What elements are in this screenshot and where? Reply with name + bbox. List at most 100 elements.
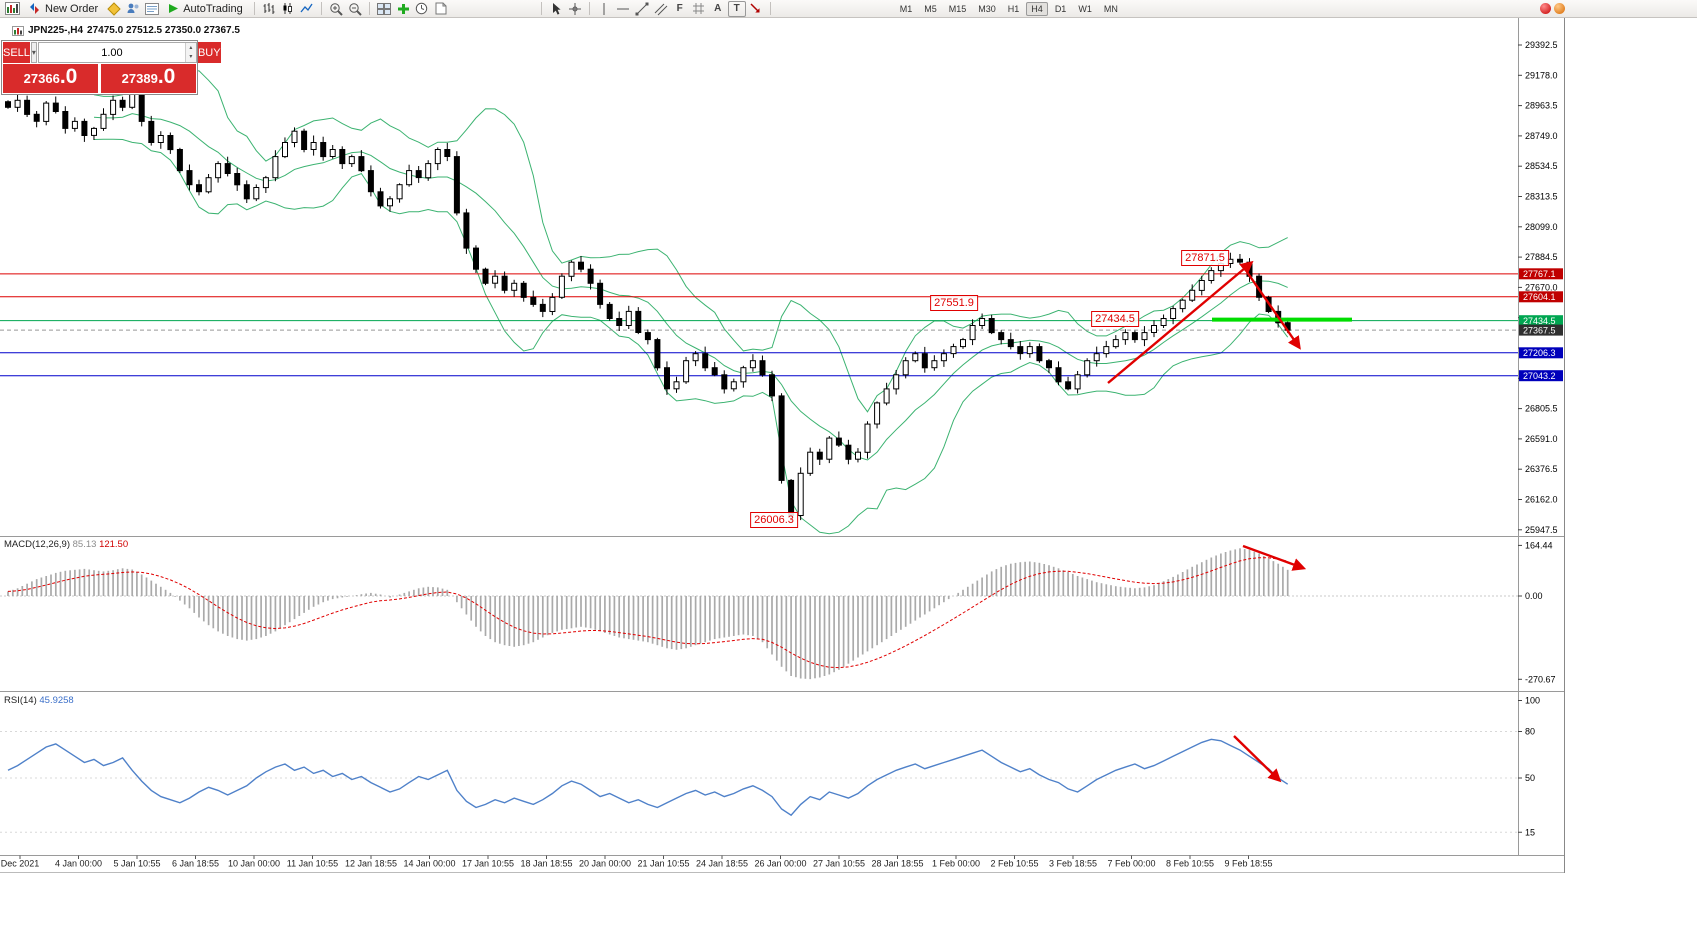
timeframe-m15[interactable]: M15	[948, 3, 967, 14]
svg-text:14 Jan 00:00: 14 Jan 00:00	[403, 859, 455, 869]
text-label-icon[interactable]: T	[727, 0, 746, 17]
toolbar-separator	[368, 2, 370, 15]
line-chart-icon[interactable]	[298, 1, 316, 17]
sell-price[interactable]: 27366.0	[3, 64, 98, 93]
bollinger-upper	[93, 70, 1288, 413]
timeframe-w1[interactable]: W1	[1078, 3, 1092, 14]
bollinger-lower	[93, 138, 1289, 535]
periods-icon[interactable]	[413, 1, 431, 17]
orange-circle-icon[interactable]	[1554, 3, 1565, 14]
horizontal-levels[interactable]	[0, 273, 1518, 377]
chart-icon	[12, 25, 24, 36]
new-order-button[interactable]: New Order	[22, 1, 104, 17]
red-circle-icon[interactable]	[1540, 3, 1551, 14]
bollinger-bands	[93, 70, 1289, 535]
price-annotation-27551[interactable]: 27551.9	[930, 295, 978, 311]
svg-text:26 Jan 00:00: 26 Jan 00:00	[754, 859, 806, 869]
macd-indicator-label: MACD(12,26,9) 85.13 121.50	[4, 539, 129, 550]
volume-input[interactable]	[38, 43, 185, 62]
sell-button[interactable]: SELL	[3, 42, 30, 63]
candlesticks	[5, 79, 1291, 522]
cursor-icon[interactable]	[547, 1, 565, 17]
main-toolbar: New Order AutoTrading F A T M1 M5 M15 M30 H1…	[0, 0, 1697, 18]
new-chart-icon[interactable]	[3, 1, 21, 17]
metaeditor-icon[interactable]	[105, 1, 123, 17]
svg-text:0.00: 0.00	[1525, 591, 1543, 601]
indicators-icon[interactable]	[394, 1, 412, 17]
svg-text:8 Feb 10:55: 8 Feb 10:55	[1166, 859, 1214, 869]
crosshair-icon[interactable]	[566, 1, 584, 17]
candlestick-chart-icon[interactable]	[279, 1, 297, 17]
zoom-out-icon[interactable]	[346, 1, 364, 17]
vertical-line-icon[interactable]	[595, 1, 613, 17]
axis-price-box	[1519, 291, 1563, 303]
bar-chart-icon[interactable]	[260, 1, 278, 17]
svg-text:26805.5: 26805.5	[1525, 404, 1558, 414]
stepper-up-icon[interactable]: ▴	[185, 43, 196, 53]
text-icon[interactable]: A	[714, 3, 722, 14]
volume-stepper[interactable]: ▴ ▾	[184, 43, 196, 62]
timeframe-d1[interactable]: D1	[1054, 3, 1067, 14]
toolbar-separator	[320, 2, 322, 15]
buy-price[interactable]: 27389.0	[101, 64, 196, 93]
fibonacci-icon[interactable]: F	[676, 3, 683, 14]
toolbar-separator	[769, 2, 771, 15]
new-order-icon	[30, 3, 39, 14]
svg-text:17 Jan 10:55: 17 Jan 10:55	[462, 859, 514, 869]
svg-text:9 Feb 18:55: 9 Feb 18:55	[1224, 859, 1272, 869]
svg-text:7 Feb 00:00: 7 Feb 00:00	[1107, 859, 1155, 869]
svg-text:15: 15	[1525, 827, 1535, 837]
grid-icon[interactable]	[690, 1, 708, 17]
buy-button[interactable]: BUY	[197, 42, 221, 63]
svg-text:80: 80	[1525, 727, 1535, 737]
chart-canvas[interactable]: 29392.5 29178.0 28963.5 28749.0 28534.5 28313…	[0, 18, 1565, 874]
timeframe-m1[interactable]: M1	[899, 3, 913, 14]
stepper-down-icon[interactable]: ▾	[185, 52, 196, 62]
svg-text:27043.2: 27043.2	[1523, 371, 1556, 381]
svg-text:10 Jan 00:00: 10 Jan 00:00	[228, 859, 280, 869]
svg-text:20 Jan 00:00: 20 Jan 00:00	[579, 859, 631, 869]
rsi-pane	[0, 731, 1518, 833]
svg-text:3 Feb 18:55: 3 Feb 18:55	[1049, 859, 1097, 869]
svg-text:18 Jan 18:55: 18 Jan 18:55	[520, 859, 572, 869]
timeframe-m5[interactable]: M5	[924, 3, 937, 14]
svg-text:29178.0: 29178.0	[1525, 70, 1558, 80]
templates-icon[interactable]	[432, 1, 450, 17]
zoom-in-icon[interactable]	[327, 1, 345, 17]
horizontal-line-icon[interactable]	[614, 1, 632, 17]
order-type-dropdown[interactable]: ▾	[30, 42, 37, 63]
svg-text:28534.5: 28534.5	[1525, 161, 1558, 171]
svg-text:26162.0: 26162.0	[1525, 495, 1558, 505]
trend-arrow-3	[1242, 544, 1307, 571]
autotrading-button[interactable]: AutoTrading	[162, 1, 249, 17]
price-annotation-high[interactable]: 27871.5	[1181, 250, 1229, 266]
price-annotation-27434[interactable]: 27434.5	[1091, 311, 1139, 327]
svg-text:26591.0: 26591.0	[1525, 434, 1558, 444]
timeframe-m30[interactable]: M30	[978, 3, 996, 14]
price-axis[interactable]: 29392.5 29178.0 28963.5 28749.0 28534.5 28313…	[1518, 40, 1563, 837]
svg-text:11 Jan 10:55: 11 Jan 10:55	[287, 859, 338, 869]
trend-arrows[interactable]	[1107, 260, 1307, 783]
terminal-icon[interactable]	[143, 1, 161, 17]
timeframe-mn[interactable]: MN	[1103, 3, 1118, 14]
channel-icon[interactable]	[652, 1, 670, 17]
svg-text:4 Jan 00:00: 4 Jan 00:00	[55, 859, 102, 869]
axis-price-box	[1519, 370, 1563, 382]
timeframe-h4[interactable]: H4	[1026, 1, 1048, 16]
time-axis[interactable]: Dec 2021 4 Jan 00:00 5 Jan 10:55 6 Jan 18:5…	[1, 855, 1273, 869]
macd-signal-line	[7, 557, 1288, 669]
market-watch-icon[interactable]	[124, 1, 142, 17]
arrows-tool-icon[interactable]	[747, 1, 765, 17]
timeframe-h1[interactable]: H1	[1007, 3, 1020, 14]
svg-text:28313.5: 28313.5	[1525, 192, 1558, 202]
tile-windows-icon[interactable]	[375, 1, 393, 17]
svg-text:1 Feb 00:00: 1 Feb 00:00	[932, 859, 980, 869]
trendline-icon[interactable]	[633, 1, 651, 17]
chart-ohlc-values: 27475.0 27512.5 27350.0 27367.5	[87, 25, 240, 36]
price-annotation-low[interactable]: 26006.3	[750, 512, 798, 528]
axis-price-box	[1519, 347, 1563, 359]
toolbar-right-icons	[1540, 3, 1565, 14]
svg-text:28099.0: 28099.0	[1525, 222, 1558, 232]
toolbar-separator	[588, 2, 590, 15]
